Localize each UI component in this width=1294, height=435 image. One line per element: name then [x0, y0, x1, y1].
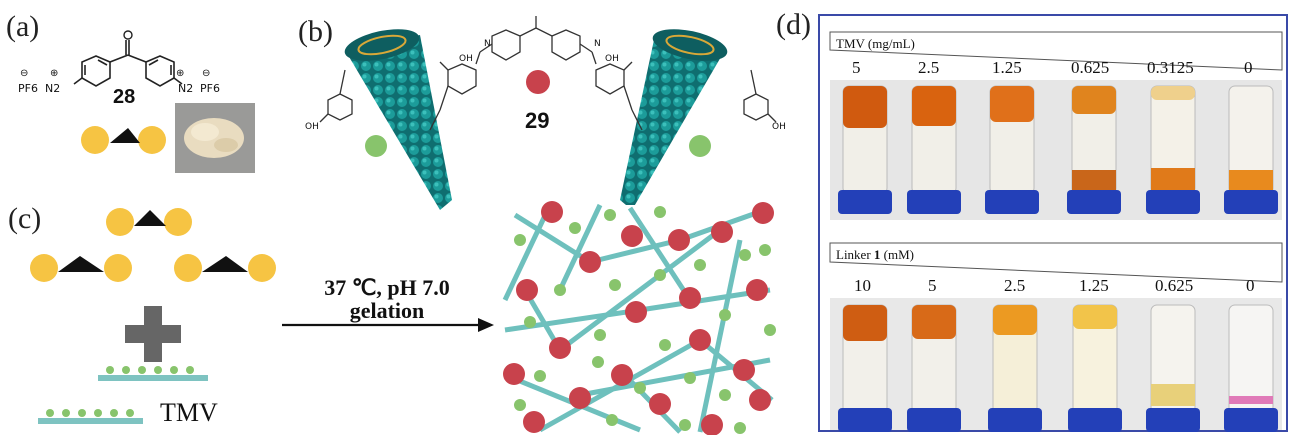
row2-header-bold: 1: [873, 247, 881, 262]
oh-label-right: OH: [605, 54, 619, 64]
row2-header-prefix: Linker: [836, 247, 874, 262]
oh-label-far-right: OH: [772, 122, 786, 132]
row2-header-suffix: (mM): [880, 247, 914, 262]
row1-vials: [838, 85, 1278, 214]
row1-value-2: 2.5: [918, 58, 940, 77]
charge-plus-right: ⊕: [176, 68, 185, 79]
tmv-cone-left: [344, 29, 452, 210]
panel-c-label: (c): [8, 202, 42, 235]
panel-b-label: (b): [298, 15, 333, 48]
yellow-dot-right: [138, 126, 166, 154]
row2-value-1: 10: [854, 276, 871, 295]
row2-value-2: 5: [928, 276, 937, 295]
linker-gradient-wedge: [829, 242, 1283, 283]
red-dot-29: [526, 70, 550, 94]
compound-28-number: 28: [113, 86, 136, 108]
row1-value-4: 0.625: [1071, 58, 1110, 77]
row2-header: Linker 1 (mM): [836, 247, 914, 263]
charge-minus-left: ⊖: [20, 68, 29, 79]
row2-value-4: 1.25: [1079, 276, 1109, 295]
gel-network: [502, 201, 776, 435]
linker-triangle: [110, 128, 140, 143]
oh-label-far-left: OH: [305, 122, 319, 132]
row1-value-6: 0: [1244, 58, 1253, 77]
row1-header: TMV (mg/mL): [836, 36, 915, 51]
tmv-cone-right: [620, 29, 728, 210]
row2-value-6: 0: [1246, 276, 1255, 295]
oh-label-left: OH: [459, 54, 473, 64]
charge-plus-left: ⊕: [50, 68, 59, 79]
row2-vials: [838, 304, 1278, 432]
row1-value-1: 5: [852, 58, 861, 77]
tmv-gradient-wedge: [829, 31, 1283, 71]
counterion-left: PF6: [18, 82, 38, 95]
counterion-right: PF6: [200, 82, 220, 95]
green-dot-right: [689, 135, 711, 157]
row2-value-3: 2.5: [1004, 276, 1026, 295]
conditions-line1: 37 ℃, pH 7.0: [324, 275, 450, 300]
tmv-label: TMV: [160, 398, 218, 427]
n-label-right: N: [594, 39, 601, 49]
panel-d-label: (d): [776, 8, 811, 41]
charge-minus-right: ⊖: [202, 68, 211, 79]
substituent-right: N2: [178, 82, 194, 95]
conditions-line2: gelation: [349, 298, 425, 323]
green-dot-left: [365, 135, 387, 157]
yellow-dot-left: [81, 126, 109, 154]
n-label-left: N: [484, 39, 491, 49]
substituent-left: N2: [45, 82, 61, 95]
row1-value-3: 1.25: [992, 58, 1022, 77]
row1-value-5: 0.3125: [1147, 58, 1194, 77]
row2-value-5: 0.625: [1155, 276, 1194, 295]
compound-29-number: 29: [525, 108, 550, 133]
panel-a-label: (a): [6, 10, 40, 43]
